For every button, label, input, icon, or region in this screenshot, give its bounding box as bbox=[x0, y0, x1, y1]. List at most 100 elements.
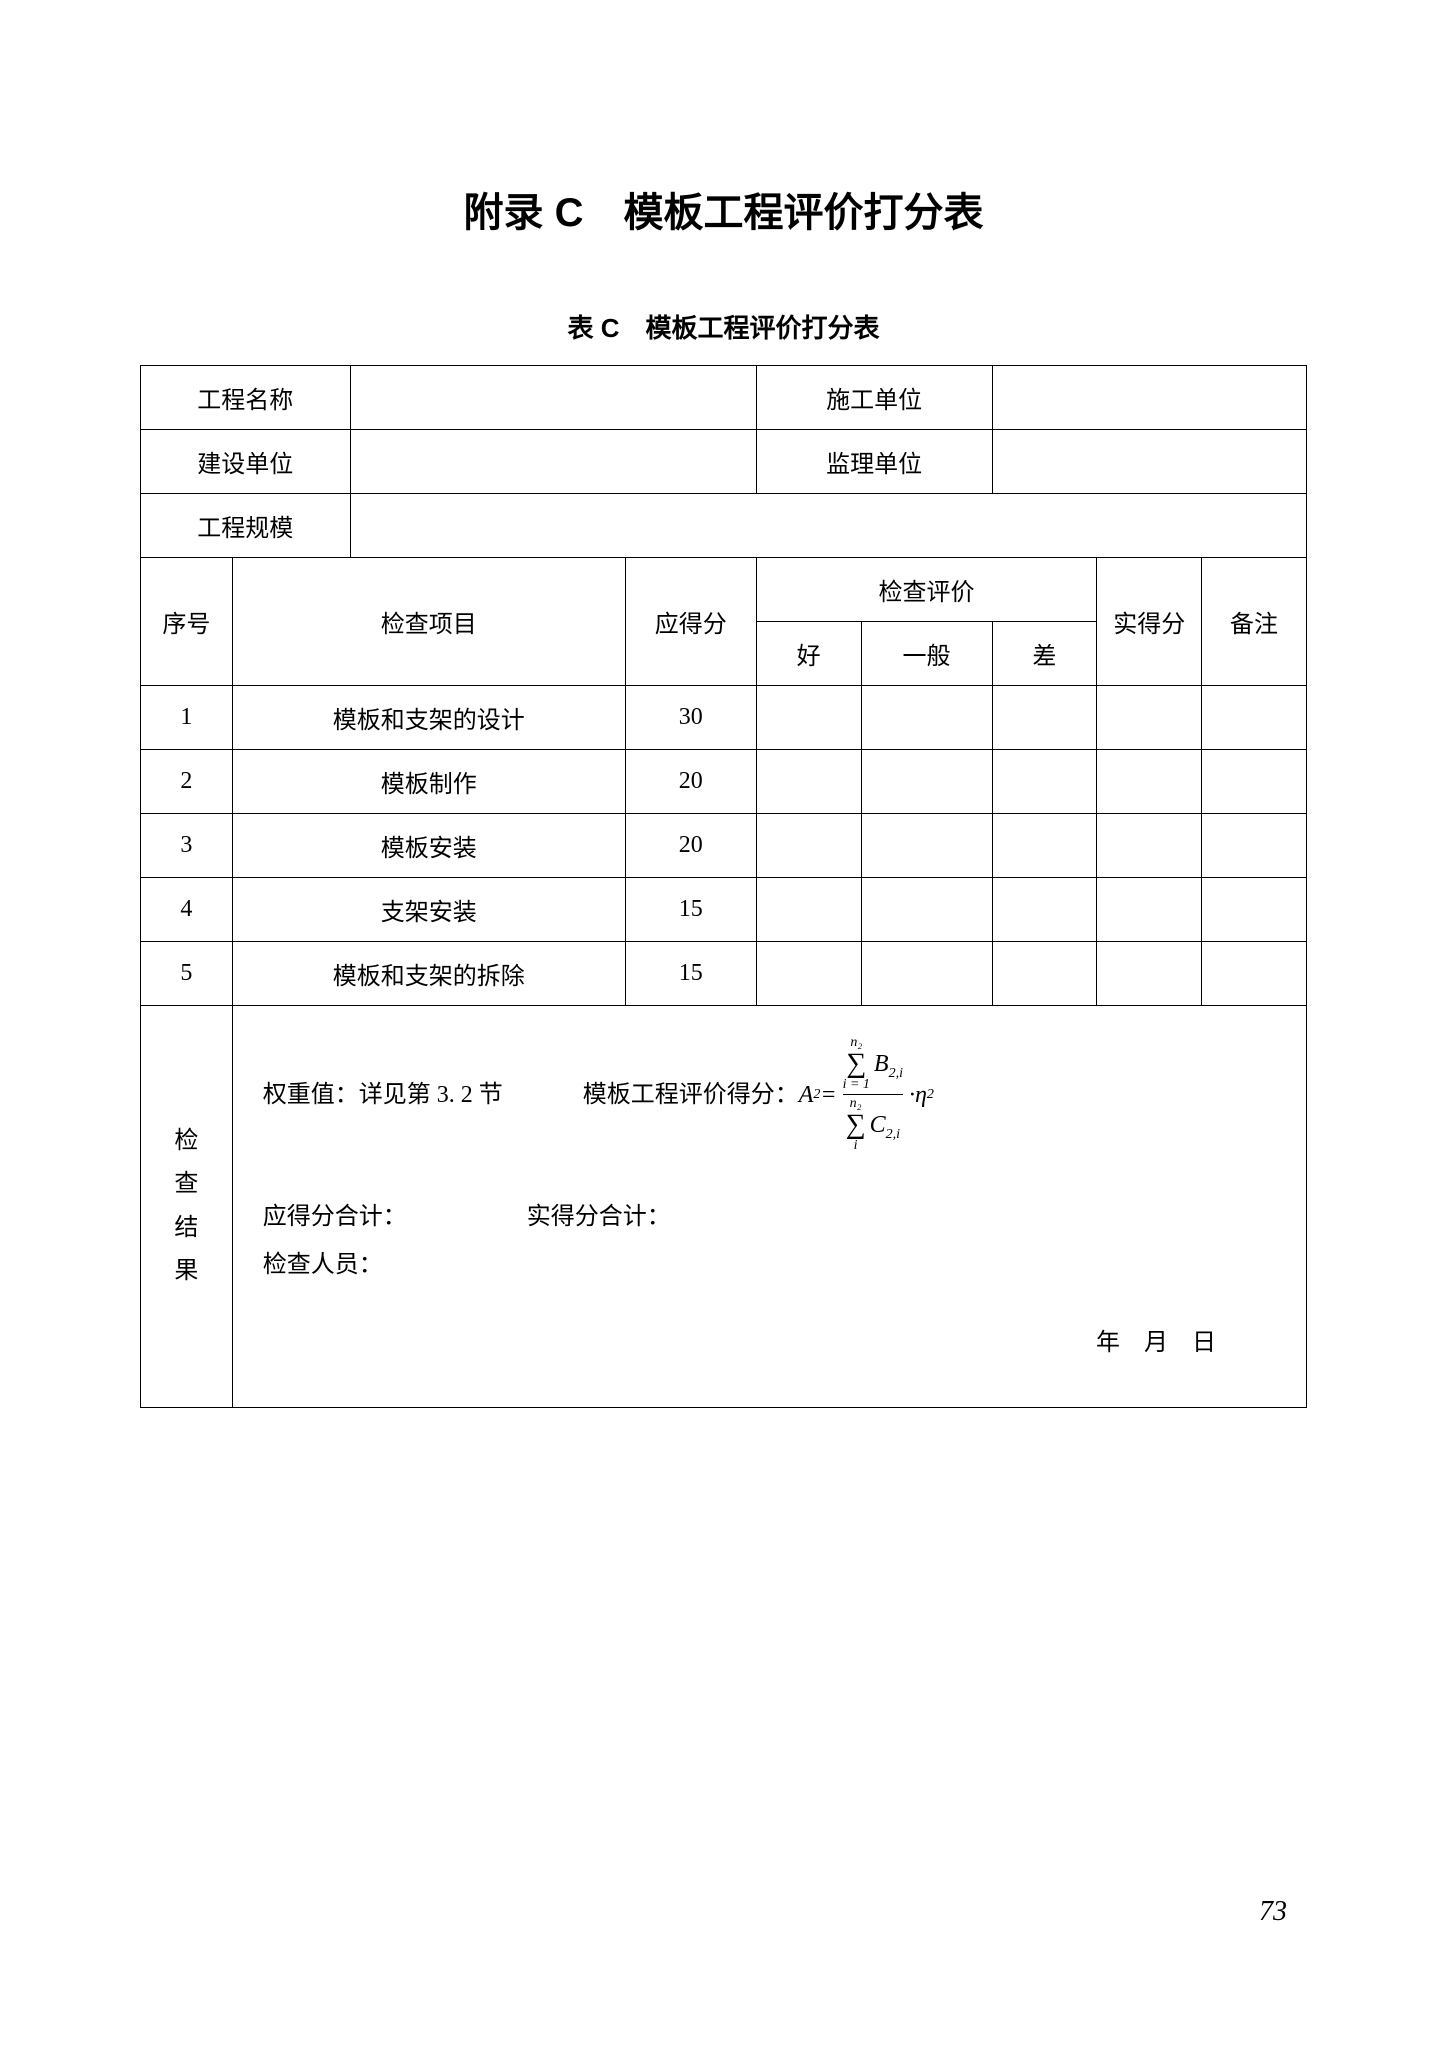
header-deserved: 应得分 bbox=[625, 558, 756, 686]
formula-eta: η bbox=[915, 1071, 927, 1119]
cell-normal bbox=[861, 878, 992, 942]
formula-b-sub: 2,i bbox=[889, 1066, 903, 1081]
cell-actual bbox=[1097, 878, 1202, 942]
appendix-title: 附录 C 模板工程评价打分表 bbox=[140, 180, 1307, 238]
table-caption: 表 C 模板工程评价打分表 bbox=[140, 308, 1307, 345]
header-evaluation: 检查评价 bbox=[756, 558, 1097, 622]
cell-seq: 4 bbox=[141, 878, 233, 942]
table-row: 5 模板和支架的拆除 15 bbox=[141, 942, 1307, 1006]
actual-total-label: 实得分合计： bbox=[527, 1193, 671, 1241]
cell-item: 模板和支架的设计 bbox=[232, 686, 625, 750]
cell-actual bbox=[1097, 942, 1202, 1006]
cell-score: 20 bbox=[625, 814, 756, 878]
cell-actual bbox=[1097, 686, 1202, 750]
info-row-2: 建设单位 监理单位 bbox=[141, 430, 1307, 494]
formula-eta-sub: 2 bbox=[927, 1081, 934, 1109]
header-normal: 一般 bbox=[861, 622, 992, 686]
formula-label: 模板工程评价得分： bbox=[583, 1071, 799, 1119]
cell-seq: 1 bbox=[141, 686, 233, 750]
build-unit-label: 建设单位 bbox=[141, 430, 351, 494]
sigma-icon: ∑ bbox=[846, 1050, 866, 1078]
header-actual: 实得分 bbox=[1097, 558, 1202, 686]
header-item: 检查项目 bbox=[232, 558, 625, 686]
formula-a: A bbox=[799, 1071, 814, 1119]
formula-expression: A2 = n₂ ∑ i = 1 B2,i bbox=[799, 1036, 934, 1153]
info-row-1: 工程名称 施工单位 bbox=[141, 366, 1307, 430]
cell-normal bbox=[861, 750, 992, 814]
page-number: 73 bbox=[1259, 1896, 1287, 1928]
cell-normal bbox=[861, 686, 992, 750]
cell-bad bbox=[992, 942, 1097, 1006]
header-bad: 差 bbox=[992, 622, 1097, 686]
project-scale-label: 工程规模 bbox=[141, 494, 351, 558]
formula-b: B bbox=[874, 1051, 889, 1077]
formula-region: 模板工程评价得分： A2 = n₂ ∑ i = 1 B2,i bbox=[583, 1036, 934, 1153]
cell-note bbox=[1202, 750, 1307, 814]
cell-normal bbox=[861, 942, 992, 1006]
project-scale-value bbox=[350, 494, 1306, 558]
cell-good bbox=[756, 686, 861, 750]
formula-c-sub: 2,i bbox=[886, 1127, 900, 1142]
formula-fraction: n₂ ∑ i = 1 B2,i n₂ ∑ bbox=[843, 1036, 903, 1153]
cell-good bbox=[756, 878, 861, 942]
weight-text: 权重值：详见第 3. 2 节 bbox=[263, 1071, 503, 1119]
cell-score: 20 bbox=[625, 750, 756, 814]
table-row: 3 模板安装 20 bbox=[141, 814, 1307, 878]
project-name-label: 工程名称 bbox=[141, 366, 351, 430]
header-row-1: 序号 检查项目 应得分 检查评价 实得分 备注 bbox=[141, 558, 1307, 622]
construction-unit-value bbox=[992, 366, 1306, 430]
cell-good bbox=[756, 942, 861, 1006]
cell-bad bbox=[992, 814, 1097, 878]
cell-item: 模板制作 bbox=[232, 750, 625, 814]
cell-bad bbox=[992, 750, 1097, 814]
cell-note bbox=[1202, 878, 1307, 942]
deserved-total-label: 应得分合计： bbox=[263, 1193, 407, 1241]
result-label-text: 检查结果 bbox=[174, 1128, 198, 1284]
cell-bad bbox=[992, 878, 1097, 942]
table-row: 4 支架安装 15 bbox=[141, 878, 1307, 942]
cell-actual bbox=[1097, 814, 1202, 878]
cell-normal bbox=[861, 814, 992, 878]
cell-note bbox=[1202, 942, 1307, 1006]
cell-bad bbox=[992, 686, 1097, 750]
supervision-unit-label: 监理单位 bbox=[756, 430, 992, 494]
cell-good bbox=[756, 814, 861, 878]
cell-score: 15 bbox=[625, 942, 756, 1006]
table-row: 2 模板制作 20 bbox=[141, 750, 1307, 814]
formula-c: C bbox=[870, 1112, 886, 1138]
inspector-label: 检查人员： bbox=[263, 1241, 1276, 1289]
sum-lower-den: i bbox=[854, 1139, 858, 1153]
table-row: 1 模板和支架的设计 30 bbox=[141, 686, 1307, 750]
construction-unit-label: 施工单位 bbox=[756, 366, 992, 430]
fraction-numerator: n₂ ∑ i = 1 B2,i bbox=[843, 1036, 903, 1092]
supervision-unit-value bbox=[992, 430, 1306, 494]
scoring-table: 工程名称 施工单位 建设单位 监理单位 工程规模 序号 检查项目 应得分 检查评… bbox=[140, 365, 1307, 1408]
sum-lower-num: i = 1 bbox=[843, 1078, 870, 1092]
result-label: 检查结果 bbox=[141, 1006, 233, 1408]
cell-note bbox=[1202, 686, 1307, 750]
result-row: 检查结果 权重值：详见第 3. 2 节 模板工程评价得分： A2 = n₂ bbox=[141, 1006, 1307, 1408]
cell-score: 30 bbox=[625, 686, 756, 750]
cell-seq: 3 bbox=[141, 814, 233, 878]
cell-item: 模板安装 bbox=[232, 814, 625, 878]
cell-item: 模板和支架的拆除 bbox=[232, 942, 625, 1006]
cell-seq: 2 bbox=[141, 750, 233, 814]
cell-seq: 5 bbox=[141, 942, 233, 1006]
cell-good bbox=[756, 750, 861, 814]
header-note: 备注 bbox=[1202, 558, 1307, 686]
fraction-denominator: n₂ ∑ i C2,i bbox=[846, 1097, 900, 1153]
cell-note bbox=[1202, 814, 1307, 878]
project-name-value bbox=[350, 366, 756, 430]
build-unit-value bbox=[350, 430, 756, 494]
formula-equals: = bbox=[820, 1071, 836, 1119]
info-row-3: 工程规模 bbox=[141, 494, 1307, 558]
cell-score: 15 bbox=[625, 878, 756, 942]
cell-actual bbox=[1097, 750, 1202, 814]
date-line: 年 月 日 bbox=[263, 1319, 1276, 1367]
fraction-line bbox=[843, 1094, 903, 1095]
cell-item: 支架安装 bbox=[232, 878, 625, 942]
sigma-icon: ∑ bbox=[846, 1111, 866, 1139]
header-seq: 序号 bbox=[141, 558, 233, 686]
result-content: 权重值：详见第 3. 2 节 模板工程评价得分： A2 = n₂ ∑ i = 1 bbox=[232, 1006, 1306, 1408]
formula-a-sub: 2 bbox=[813, 1081, 820, 1109]
